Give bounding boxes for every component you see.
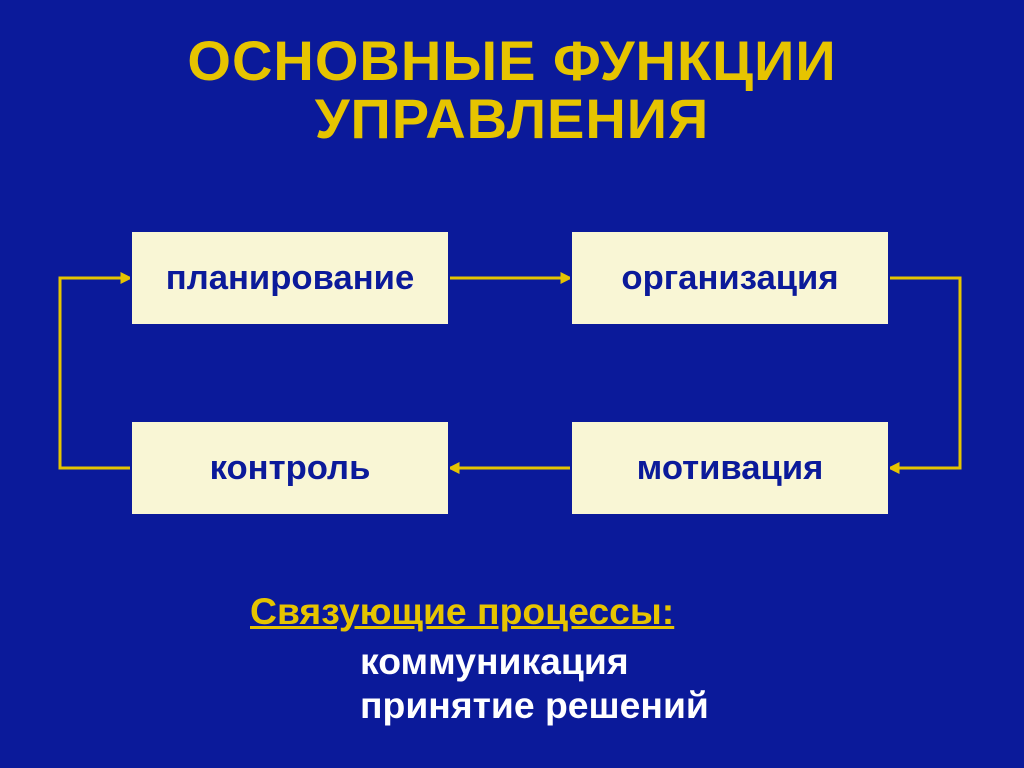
flowchart-node-control: контроль xyxy=(130,420,450,516)
edge-organization-to-motivation xyxy=(890,278,960,468)
slide-title-line2: УПРАВЛЕНИЯ xyxy=(0,86,1024,151)
flowchart-node-organization: организация xyxy=(570,230,890,326)
slide-stage: ОСНОВНЫЕ ФУНКЦИИ УПРАВЛЕНИЯ планирование… xyxy=(0,0,1024,768)
footer-item: коммуникация xyxy=(360,640,629,683)
footer-heading: Связующие процессы: xyxy=(250,590,674,633)
flowchart-node-motivation: мотивация xyxy=(570,420,890,516)
edge-control-to-planning xyxy=(60,278,130,468)
flowchart-node-planning: планирование xyxy=(130,230,450,326)
footer-item: принятие решений xyxy=(360,684,709,727)
slide-title-line1: ОСНОВНЫЕ ФУНКЦИИ xyxy=(0,28,1024,93)
